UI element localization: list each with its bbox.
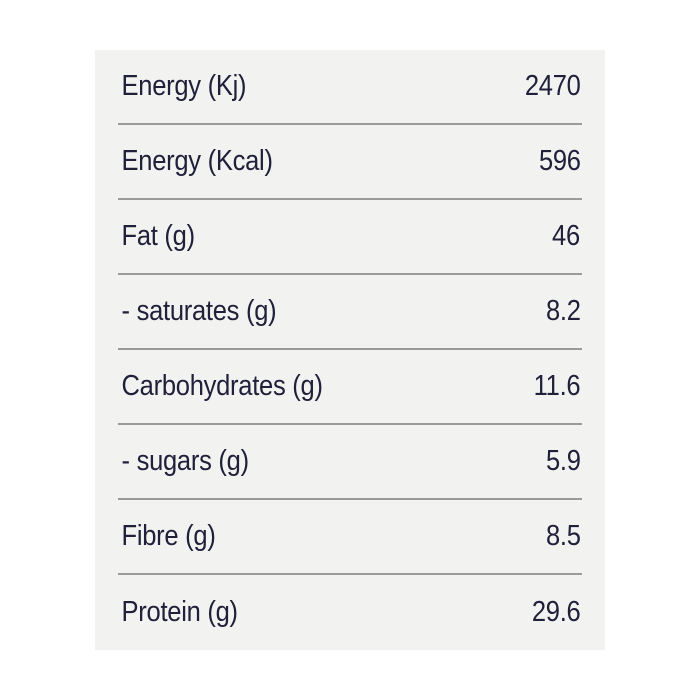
nutrient-value: 11.6 xyxy=(533,370,581,402)
table-row: Energy (Kj) 2470 xyxy=(118,50,582,125)
nutrient-label: Protein (g) xyxy=(121,596,239,628)
nutrient-value: 46 xyxy=(552,220,581,252)
nutrient-label: Fibre (g) xyxy=(121,520,216,552)
table-row: Carbohydrates (g) 11.6 xyxy=(118,350,582,425)
nutrient-label: Energy (Kcal) xyxy=(121,145,273,177)
nutrient-value: 5.9 xyxy=(545,445,581,477)
nutrient-value: 2470 xyxy=(524,70,581,102)
nutrient-label: - sugars (g) xyxy=(121,445,250,477)
nutrition-table: Energy (Kj) 2470 Energy (Kcal) 596 Fat (… xyxy=(95,50,605,650)
table-row: Fibre (g) 8.5 xyxy=(118,500,582,575)
nutrient-label: Carbohydrates (g) xyxy=(121,370,323,402)
nutrient-value: 29.6 xyxy=(531,596,581,628)
table-row: Energy (Kcal) 596 xyxy=(118,125,582,200)
nutrient-value: 596 xyxy=(538,145,581,177)
table-row: Fat (g) 46 xyxy=(118,200,582,275)
table-row: - saturates (g) 8.2 xyxy=(118,275,582,350)
table-row: - sugars (g) 5.9 xyxy=(118,425,582,500)
nutrient-value: 8.5 xyxy=(545,520,581,552)
table-row: Protein (g) 29.6 xyxy=(118,575,582,650)
nutrient-label: Energy (Kj) xyxy=(121,70,247,102)
nutrient-value: 8.2 xyxy=(545,295,581,327)
nutrient-label: - saturates (g) xyxy=(121,295,277,327)
nutrient-label: Fat (g) xyxy=(121,220,196,252)
